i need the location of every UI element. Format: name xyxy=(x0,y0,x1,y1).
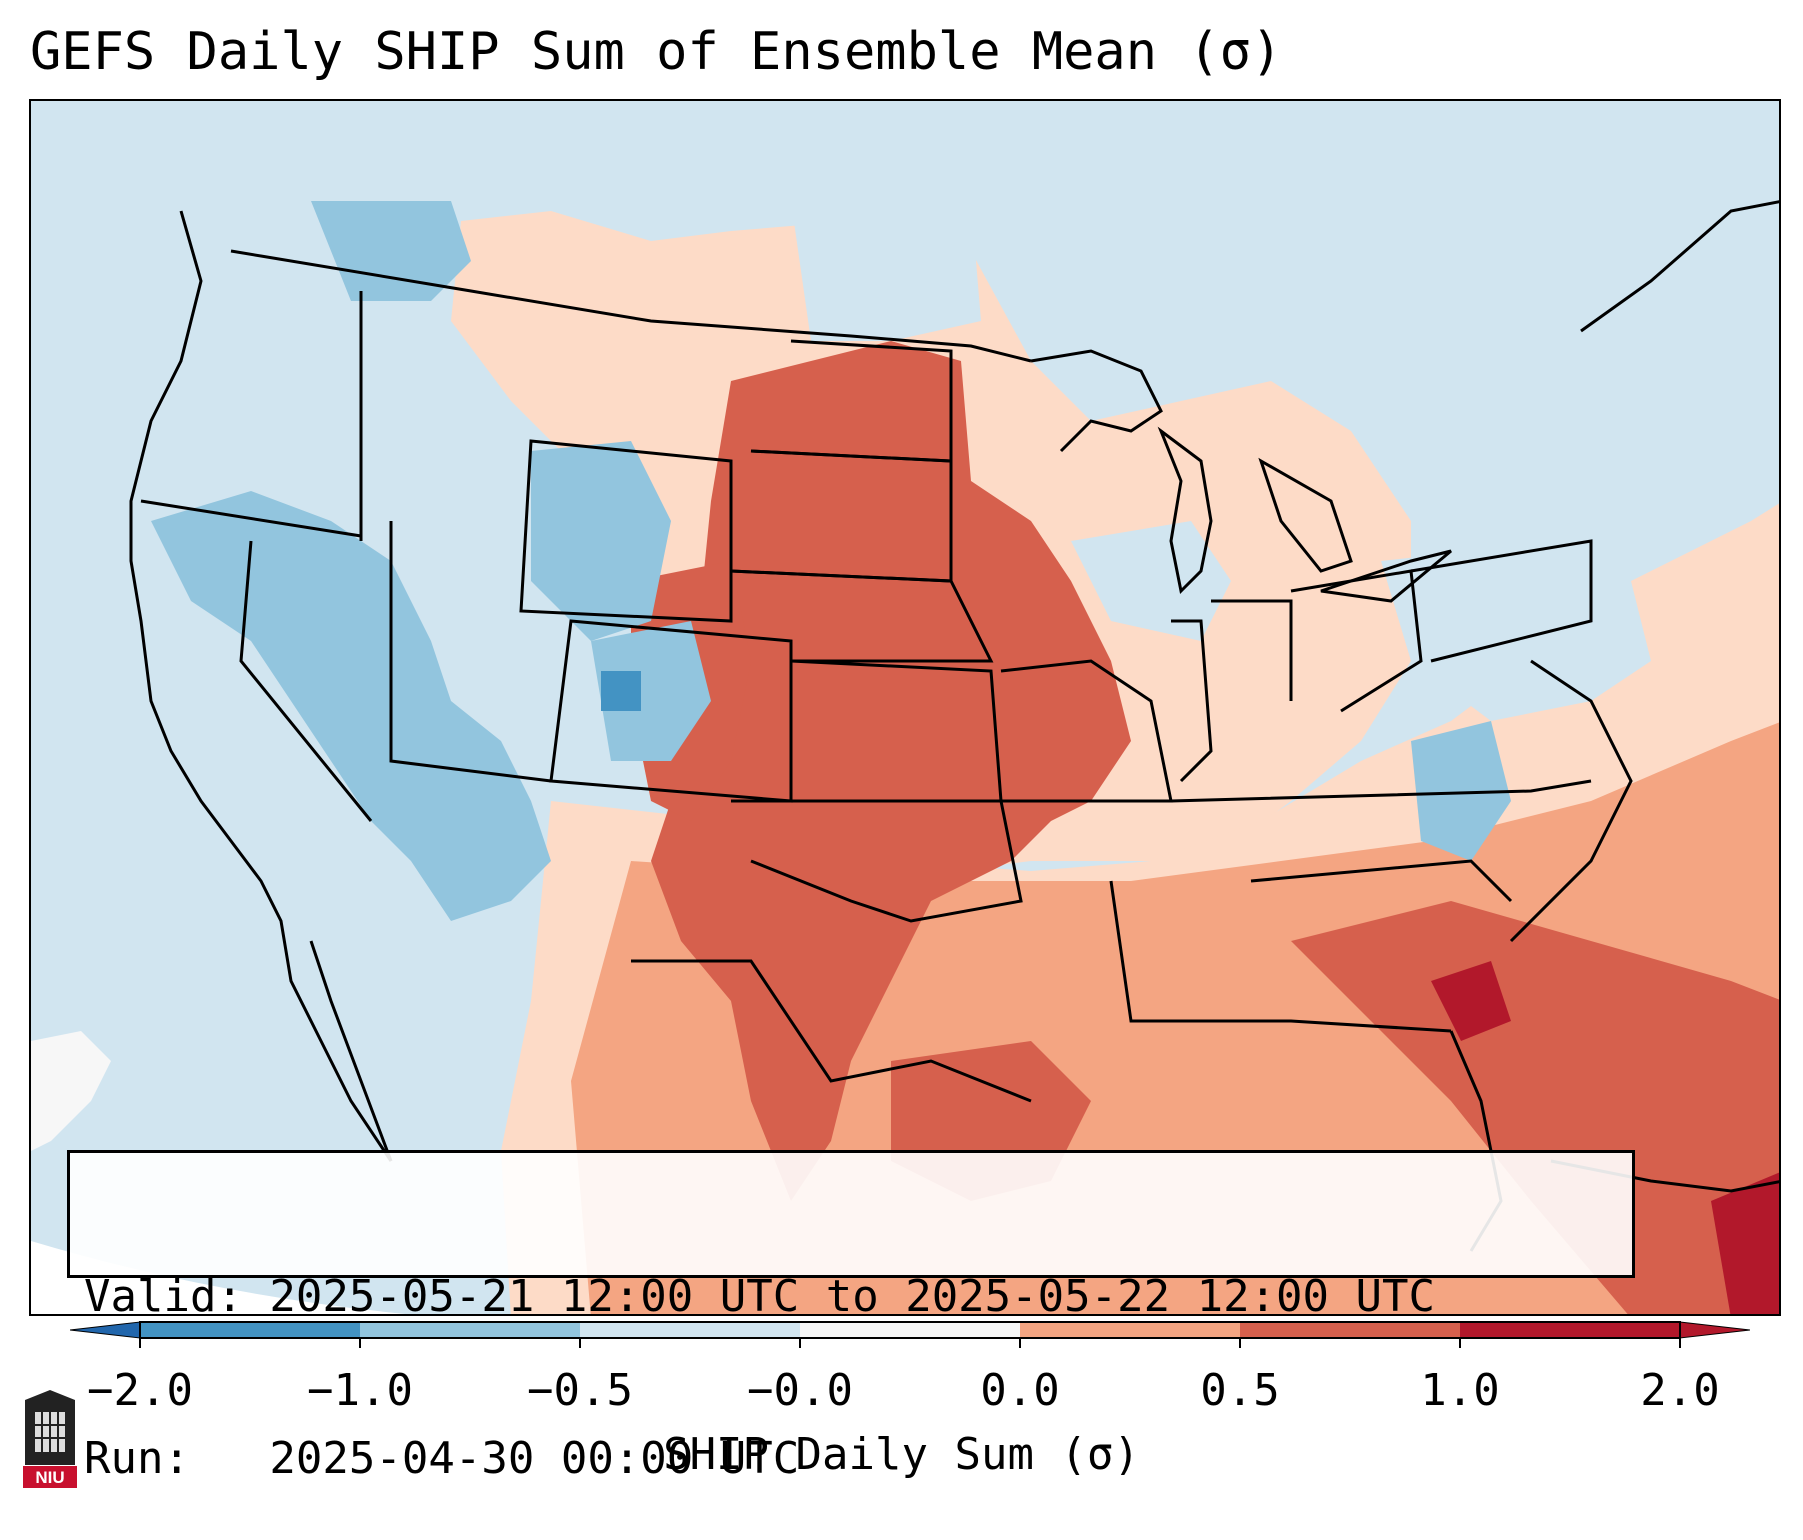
logo-text: NIU xyxy=(35,1468,64,1487)
extreme-positive-georgia xyxy=(1431,961,1511,1041)
ohio-line xyxy=(1290,569,1423,713)
pennsylvania-outline xyxy=(1410,539,1593,663)
negative-region-colorado xyxy=(591,621,711,761)
lake-erie xyxy=(1320,549,1452,603)
maritime-coast xyxy=(1580,200,1779,333)
colorbar-over-extension xyxy=(1679,1321,1750,1339)
negative-region-wyoming xyxy=(531,441,671,641)
southern-state-line xyxy=(1250,859,1513,903)
illinois-line xyxy=(1171,619,1213,783)
colorbar-outline xyxy=(139,1321,1681,1339)
map-canvas xyxy=(31,101,1779,1314)
west-coastline xyxy=(129,210,393,1162)
map-title: GEFS Daily SHIP Sum of Ensemble Mean (σ) xyxy=(30,22,1283,82)
nebraska-outline xyxy=(730,569,994,663)
colorbar-tick-label: 2.0 xyxy=(1640,1365,1720,1416)
run-time-text: Run: 2025-04-30 00:00 UTC xyxy=(84,1433,800,1484)
slight-negative-northeast xyxy=(1381,541,1651,721)
colorbar-segment xyxy=(580,1322,800,1338)
utah-line xyxy=(389,521,552,783)
strong-positive-plains xyxy=(651,341,1131,1201)
niu-logo: NIU xyxy=(23,1390,77,1488)
wyoming-outline xyxy=(519,439,733,623)
colorbar-tick-label: −0.0 xyxy=(747,1365,853,1416)
slight-negative-wisconsin xyxy=(1071,521,1231,641)
state-borders xyxy=(129,200,1779,1252)
lake-huron xyxy=(1258,457,1353,573)
negative-region-carolinas xyxy=(1411,721,1511,861)
colorbar-under-extension xyxy=(70,1321,141,1339)
strong-positive-atlantic xyxy=(1291,901,1779,1314)
negative-region-northwest xyxy=(311,201,471,301)
colorbar-tick-label: 0.5 xyxy=(1200,1365,1280,1416)
gulf-states-line xyxy=(1109,880,1452,1033)
missouri-outline xyxy=(1000,659,1173,803)
colorbar xyxy=(70,1321,1750,1348)
indiana-line xyxy=(1211,599,1293,701)
colorbar-tick-label: −1.0 xyxy=(307,1365,413,1416)
colorbar-segment xyxy=(1240,1322,1460,1338)
outside-domain xyxy=(31,1241,406,1314)
canada-border xyxy=(230,249,1032,363)
colorbar-label: SHIP Daily Sum (σ) xyxy=(663,1429,1140,1480)
colorbar-segment xyxy=(1020,1322,1240,1338)
colorbar-segment xyxy=(360,1322,580,1338)
negative-region-great-basin xyxy=(151,491,551,921)
colorbar-tick-label: −0.5 xyxy=(527,1365,633,1416)
east-coast xyxy=(1509,659,1633,943)
strong-negative-colorado xyxy=(601,671,641,711)
lake-superior xyxy=(1030,349,1163,453)
valid-time-text: Valid: 2025-05-21 12:00 UTC to 2025-05-2… xyxy=(84,1271,1436,1322)
colorbar-tick-label: 0.0 xyxy=(980,1365,1060,1416)
colorbar-tick-label: 1.0 xyxy=(1420,1365,1500,1416)
colorbar-segment xyxy=(140,1322,360,1338)
nevada-west-line xyxy=(239,540,373,822)
baja-peninsula xyxy=(309,940,393,1162)
slight-negative-north-dakota xyxy=(791,201,981,341)
slight-negative-canada xyxy=(1031,201,1779,501)
texas-coast xyxy=(631,959,1032,1103)
colorbar-tick-label: −2.0 xyxy=(87,1365,193,1416)
neutral-patch-pacific xyxy=(31,1031,111,1151)
oklahoma-outline xyxy=(731,799,1023,923)
ship-field xyxy=(31,101,1779,1314)
colorbar-segment xyxy=(800,1322,1020,1338)
oregon-idaho-line xyxy=(140,499,362,538)
extreme-positive-caribbean xyxy=(1711,1172,1779,1314)
lake-michigan xyxy=(1157,426,1213,595)
valid-run-annotation: Valid: 2025-05-21 12:00 UTC to 2025-05-2… xyxy=(67,1150,1635,1484)
colorbar-segment xyxy=(1460,1322,1680,1338)
map-panel xyxy=(29,99,1781,1316)
tennessee-line xyxy=(1170,779,1592,803)
